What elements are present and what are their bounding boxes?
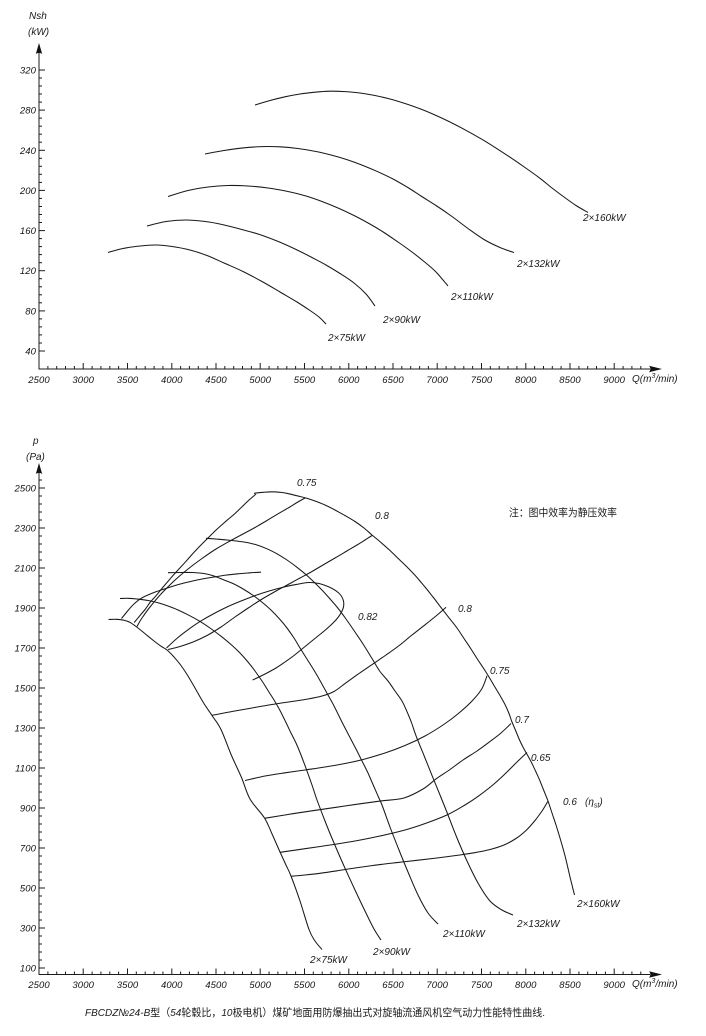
svg-text:2500: 2500 — [27, 375, 50, 386]
svg-text:8000: 8000 — [515, 375, 537, 386]
svg-text:7000: 7000 — [426, 375, 448, 386]
svg-text:0.75: 0.75 — [297, 478, 317, 489]
svg-text:2×132kW: 2×132kW — [516, 259, 561, 270]
svg-text:7500: 7500 — [471, 375, 493, 386]
svg-text:700: 700 — [20, 844, 37, 855]
svg-text:1500: 1500 — [14, 684, 36, 695]
svg-text:2300: 2300 — [13, 524, 36, 535]
svg-text:9000: 9000 — [603, 980, 625, 991]
svg-text:160: 160 — [20, 226, 37, 237]
svg-text:1900: 1900 — [14, 604, 36, 615]
svg-text:4500: 4500 — [205, 375, 227, 386]
svg-text:3500: 3500 — [117, 980, 139, 991]
svg-text:6000: 6000 — [338, 375, 360, 386]
svg-text:1300: 1300 — [14, 724, 36, 735]
svg-text:3500: 3500 — [117, 375, 139, 386]
svg-text:2×75kW: 2×75kW — [327, 333, 367, 344]
svg-text:300: 300 — [20, 924, 37, 935]
svg-text:5500: 5500 — [294, 375, 316, 386]
svg-text:0.7: 0.7 — [515, 715, 529, 726]
svg-text:8000: 8000 — [515, 980, 537, 991]
svg-text:2×90kW: 2×90kW — [382, 315, 422, 326]
svg-text:4500: 4500 — [205, 980, 227, 991]
svg-text:0.8: 0.8 — [375, 511, 389, 522]
svg-text:2100: 2100 — [13, 564, 36, 575]
svg-text:(kW): (kW) — [28, 27, 49, 38]
svg-text:0.75: 0.75 — [490, 666, 510, 677]
svg-text:3000: 3000 — [72, 980, 94, 991]
svg-text:5000: 5000 — [249, 980, 271, 991]
svg-text:FBCDZ№24-B型（54轮毂比，10极电机）煤矿地面用防: FBCDZ№24-B型（54轮毂比，10极电机）煤矿地面用防爆抽出式对旋轴流通风… — [85, 1006, 545, 1019]
svg-text:8500: 8500 — [559, 375, 581, 386]
svg-text:2×132kW: 2×132kW — [516, 919, 561, 930]
svg-text:80: 80 — [25, 306, 36, 317]
svg-text:100: 100 — [20, 964, 37, 975]
svg-text:2500: 2500 — [27, 980, 50, 991]
svg-text:200: 200 — [19, 186, 37, 197]
svg-text:120: 120 — [20, 266, 37, 277]
svg-text:p: p — [32, 436, 39, 447]
svg-text:500: 500 — [20, 884, 37, 895]
svg-text:320: 320 — [20, 65, 37, 76]
svg-text:8500: 8500 — [559, 980, 581, 991]
svg-text:7500: 7500 — [471, 980, 493, 991]
svg-text:280: 280 — [19, 106, 37, 117]
svg-text:1700: 1700 — [14, 644, 36, 655]
svg-text:6500: 6500 — [382, 375, 404, 386]
svg-text:2×110kW: 2×110kW — [450, 292, 494, 303]
svg-text:2×75kW: 2×75kW — [309, 955, 349, 966]
svg-text:(Pa): (Pa) — [26, 452, 45, 463]
svg-text:2500: 2500 — [13, 484, 36, 495]
svg-text:3000: 3000 — [72, 375, 94, 386]
svg-text:Q(m3/min): Q(m3/min) — [632, 978, 678, 990]
svg-text:9000: 9000 — [603, 375, 625, 386]
svg-text:0.6: 0.6 — [563, 797, 577, 808]
svg-text:Q(m3/min): Q(m3/min) — [632, 373, 678, 385]
svg-text:0.8: 0.8 — [458, 604, 472, 615]
svg-text:5000: 5000 — [249, 375, 271, 386]
svg-text:6500: 6500 — [382, 980, 404, 991]
svg-text:0.65: 0.65 — [531, 753, 551, 764]
svg-text:40: 40 — [25, 347, 36, 358]
svg-text:注：图中效率为静压效率: 注：图中效率为静压效率 — [509, 506, 617, 519]
svg-text:4000: 4000 — [161, 980, 183, 991]
svg-text:7000: 7000 — [426, 980, 448, 991]
svg-text:0.82: 0.82 — [358, 612, 378, 623]
svg-text:900: 900 — [20, 804, 37, 815]
svg-text:240: 240 — [19, 146, 37, 157]
svg-text:2×160kW: 2×160kW — [582, 213, 627, 224]
svg-text:2×110kW: 2×110kW — [442, 929, 486, 940]
svg-text:Nsh: Nsh — [29, 11, 47, 22]
svg-text:2×160kW: 2×160kW — [576, 899, 621, 910]
svg-text:(ηst): (ηst) — [585, 797, 603, 810]
svg-text:1100: 1100 — [15, 764, 36, 775]
svg-text:6000: 6000 — [338, 980, 360, 991]
svg-text:2×90kW: 2×90kW — [372, 947, 412, 958]
svg-text:4000: 4000 — [161, 375, 183, 386]
svg-text:5500: 5500 — [294, 980, 316, 991]
